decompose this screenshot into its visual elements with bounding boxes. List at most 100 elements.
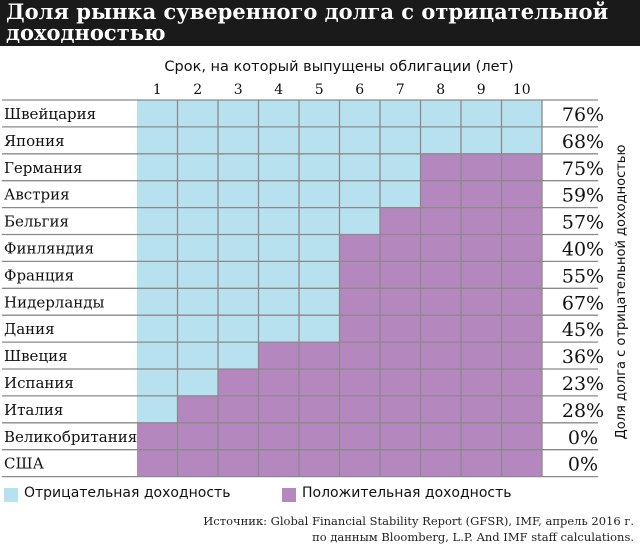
share-label: 28% <box>562 400 604 422</box>
cell-positive <box>420 288 461 316</box>
row-label: Дания <box>4 320 55 338</box>
x-tick-label: 6 <box>355 82 364 98</box>
cell-positive <box>339 234 380 262</box>
cell-positive <box>299 342 340 369</box>
cell-negative <box>137 369 178 396</box>
cell-negative <box>137 126 178 154</box>
cell-negative <box>420 100 461 127</box>
cell-positive <box>501 261 542 289</box>
cell-positive <box>380 395 421 423</box>
cell-positive <box>501 315 542 343</box>
cell-positive <box>420 369 461 396</box>
cell-positive <box>380 369 421 396</box>
cell-positive <box>258 369 299 396</box>
cell-negative <box>177 369 218 396</box>
cell-negative <box>501 126 542 154</box>
cell-positive <box>339 315 380 343</box>
cell-positive <box>420 422 461 450</box>
cell-negative <box>177 207 218 235</box>
cell-negative <box>137 207 178 235</box>
chart-title: Доля рынка суверенного долга с отрицател… <box>6 0 609 45</box>
cell-positive <box>461 153 502 181</box>
cell-negative <box>258 207 299 235</box>
share-label: 23% <box>562 373 604 395</box>
cell-negative <box>258 261 299 289</box>
cell-positive <box>299 449 340 477</box>
cell-negative <box>258 288 299 316</box>
row-label: Франция <box>4 266 74 284</box>
x-tick-label: 2 <box>193 82 202 98</box>
cell-positive <box>501 234 542 262</box>
cell-negative <box>218 342 259 369</box>
legend-positive-swatch <box>282 488 296 502</box>
share-label: 40% <box>562 239 604 261</box>
cell-positive <box>339 395 380 423</box>
x-axis-title: Срок, на который выпущены облигации (лет… <box>164 59 513 75</box>
cell-positive <box>380 449 421 477</box>
cell-positive <box>461 315 502 343</box>
cell-positive <box>380 207 421 235</box>
cell-positive <box>258 422 299 450</box>
cell-positive <box>420 234 461 262</box>
cell-positive <box>177 449 218 477</box>
cell-positive <box>420 207 461 235</box>
legend-positive-label: Положительная доходность <box>302 485 512 501</box>
row-label: Швейцария <box>4 105 96 123</box>
cell-negative <box>380 180 421 208</box>
cell-positive <box>501 422 542 450</box>
cell-negative <box>339 153 380 181</box>
cell-positive <box>501 369 542 396</box>
cell-negative <box>258 180 299 208</box>
row-label: Финляндия <box>4 240 94 258</box>
cell-positive <box>380 261 421 289</box>
cell-positive <box>339 422 380 450</box>
cell-positive <box>218 422 259 450</box>
cell-negative <box>299 100 340 127</box>
cell-negative <box>461 126 502 154</box>
cell-negative <box>218 288 259 316</box>
cell-positive <box>420 153 461 181</box>
cell-negative <box>177 234 218 262</box>
cell-negative <box>137 261 178 289</box>
cell-negative <box>218 153 259 181</box>
cell-positive <box>177 395 218 423</box>
cell-negative <box>339 207 380 235</box>
cell-positive <box>501 449 542 477</box>
cell-positive <box>339 449 380 477</box>
cell-positive <box>380 342 421 369</box>
cell-negative <box>218 315 259 343</box>
cell-positive <box>461 261 502 289</box>
cell-positive <box>137 449 178 477</box>
heatmap-chart: Срок, на который выпущены облигации (лет… <box>2 59 629 478</box>
cell-negative <box>218 234 259 262</box>
share-label: 75% <box>562 158 604 180</box>
cell-positive <box>420 342 461 369</box>
x-tick-label: 4 <box>274 82 283 98</box>
row-label: Германия <box>4 159 82 177</box>
cell-positive <box>461 449 502 477</box>
cell-positive <box>501 288 542 316</box>
cell-negative <box>339 180 380 208</box>
share-label: 59% <box>562 185 604 207</box>
cell-positive <box>380 315 421 343</box>
cell-positive <box>339 261 380 289</box>
x-tick-label: 8 <box>436 82 445 98</box>
cell-positive <box>461 207 502 235</box>
cell-negative <box>339 100 380 127</box>
cell-negative <box>380 126 421 154</box>
cell-positive <box>501 153 542 181</box>
share-label: 45% <box>562 319 604 341</box>
legend-negative-swatch <box>4 488 18 502</box>
cell-positive <box>137 422 178 450</box>
cell-negative <box>177 153 218 181</box>
share-label: 0% <box>568 427 598 449</box>
row-label: Нидерланды <box>4 293 104 311</box>
cell-positive <box>258 395 299 423</box>
row-label: Испания <box>4 374 74 392</box>
row-label: Япония <box>4 132 65 150</box>
cell-negative <box>380 153 421 181</box>
cell-positive <box>339 288 380 316</box>
share-labels: 76% 68% 75% 59% 57% 40% 55% 67% 45% 36% 23% 28% 0% 0% <box>562 104 604 476</box>
cell-positive <box>299 422 340 450</box>
cell-negative <box>177 261 218 289</box>
